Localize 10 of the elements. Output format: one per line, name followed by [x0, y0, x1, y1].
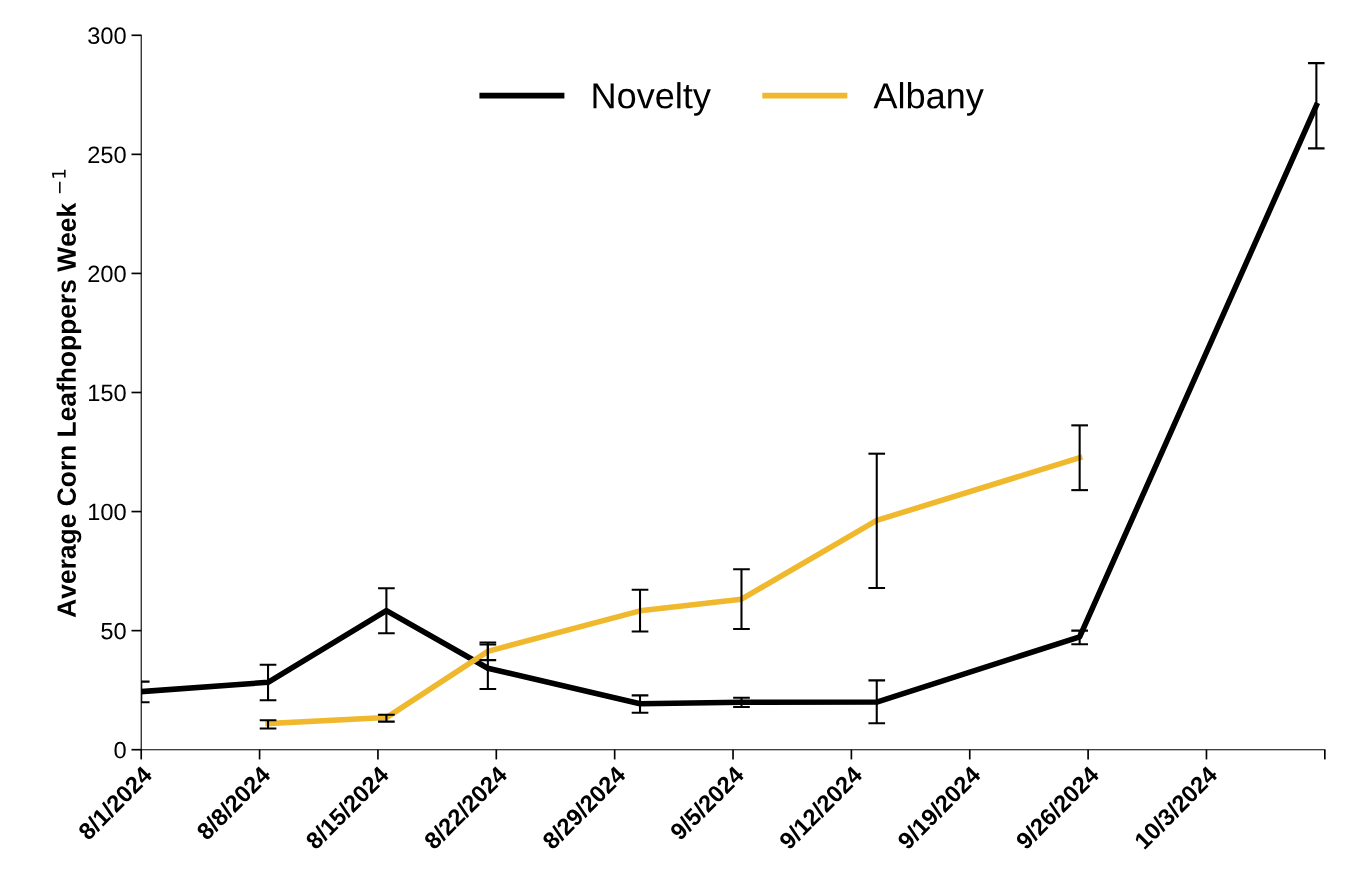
y-tick-label: 150: [89, 384, 126, 402]
y-tick-label: 200: [88, 265, 126, 283]
y-tick-label: 300: [88, 27, 126, 45]
y-tick-label: 50: [101, 622, 126, 640]
y-axis-title: Average Corn Leafhoppers Week $^{−1}$: [52, 169, 82, 618]
y-tick-label: 100: [89, 503, 126, 521]
legend-label: Novelty: [593, 82, 711, 116]
y-tick-label: 0: [114, 741, 126, 759]
legend-label: Albany: [873, 82, 984, 116]
y-tick-label: 250: [88, 146, 126, 164]
